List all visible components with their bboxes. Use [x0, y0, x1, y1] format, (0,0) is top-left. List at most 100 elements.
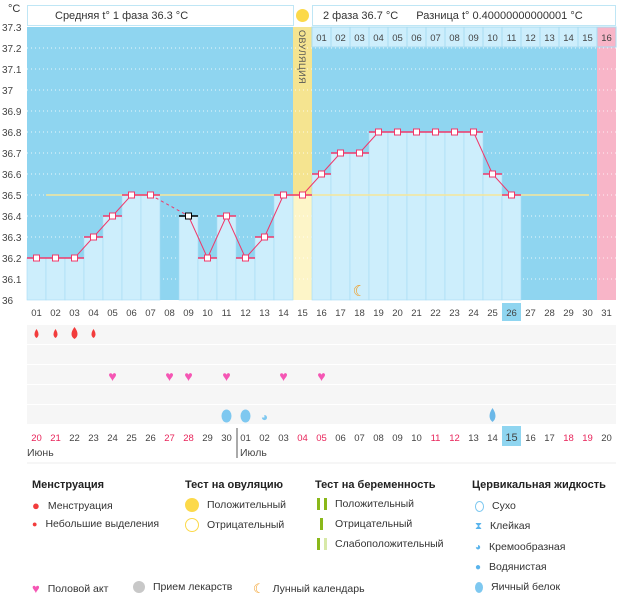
temperature-bar: [197, 257, 218, 301]
circle-filled-icon: [185, 498, 199, 512]
cycle-day-label: 10: [202, 308, 213, 319]
ovulation-sun-icon: [296, 9, 309, 22]
cycle-day-label: 12: [240, 308, 251, 319]
legend-item: Кремообразная: [489, 541, 566, 553]
small-drop-icon: ●: [32, 519, 38, 529]
date-label: 13: [468, 433, 479, 444]
cycle-day-label: 22: [430, 308, 441, 319]
date-label: 21: [50, 433, 61, 444]
cycle-day-label: 23: [449, 308, 460, 319]
y-tick-label: 36.5: [2, 191, 22, 202]
temperature-bar: [178, 215, 199, 301]
temperature-point: [451, 128, 458, 136]
cycle-day-label: 06: [126, 308, 137, 319]
temperature-bar: [45, 257, 66, 301]
creamy-icon: ◕: [475, 541, 482, 553]
temperature-point: [223, 212, 230, 220]
cycle-day-label: 17: [335, 308, 346, 319]
cycle-day-label: 16: [316, 308, 327, 319]
temperature-line: [207, 215, 227, 259]
y-tick-label: 37: [2, 86, 14, 97]
pill-icon: [133, 581, 145, 593]
phase2-day-cell: [596, 26, 617, 48]
heart-icon: ♥: [184, 368, 192, 384]
temperature-point: [109, 212, 116, 220]
spotting-drop-icon: [53, 329, 58, 338]
heart-icon: ♥: [279, 368, 287, 384]
temperature-point: [280, 191, 287, 199]
date-label: 28: [183, 433, 194, 444]
moon-icon: ☾: [353, 283, 366, 300]
legend-item: Отрицательный: [207, 519, 285, 531]
heart-icon: ♥: [32, 581, 40, 596]
temperature-bar: [102, 215, 123, 301]
cycle-day-label: 21: [411, 308, 422, 319]
egg-white-icon: [240, 409, 251, 423]
date-label: 20: [31, 433, 42, 444]
legend-item: Положительный: [207, 499, 287, 511]
phase2-day-label: 13: [544, 33, 555, 44]
date-label: 10: [411, 433, 422, 444]
phase2-day-label: 09: [468, 33, 479, 44]
date-label: 02: [259, 433, 270, 444]
date-label: 14: [487, 433, 498, 444]
temperature-point: [242, 254, 249, 262]
legend-item: Прием лекарств: [153, 581, 233, 593]
y-tick-label: 36.2: [2, 254, 22, 265]
temperature-bar: [254, 236, 275, 301]
symbol-row: [27, 385, 616, 404]
sticky-icon: ⧗: [475, 520, 483, 532]
temperature-point: [356, 149, 363, 157]
temperature-point: [470, 128, 477, 136]
cycle-day-label: 08: [164, 308, 175, 319]
date-label: 18: [563, 433, 574, 444]
date-label: 06: [335, 433, 346, 444]
spotting-drop-icon: [34, 329, 39, 338]
date-label: 16: [525, 433, 536, 444]
legend-item: Отрицательный: [335, 518, 413, 530]
temperature-bar: [330, 152, 351, 301]
phase2-day-label: 02: [335, 33, 346, 44]
spotting-drop-icon: [91, 329, 96, 338]
symbol-row: [27, 325, 616, 344]
temperature-bar: [463, 131, 484, 301]
symbol-row: [27, 365, 616, 384]
creamy-icon: ◕: [261, 410, 268, 424]
cycle-day-label: 28: [544, 308, 555, 319]
moon-icon: ☾: [253, 581, 265, 596]
legend-item: Половой акт: [47, 582, 109, 595]
y-tick-label: 36.9: [2, 107, 22, 118]
bbt-chart: 36 36.1 36.2 36.3 36.4 36.5 36.6 36.7 36.8 36.9 37…: [2, 23, 617, 464]
temperature-bar: [26, 257, 47, 301]
temperature-bar: [482, 173, 503, 301]
y-tick-label: 37.3: [2, 23, 22, 34]
date-label: 19: [582, 433, 593, 444]
cycle-day-label: 07: [145, 308, 156, 319]
phase2-average: 2 фаза 36.7 °C: [323, 9, 399, 22]
date-label: 24: [107, 433, 118, 444]
temperature-point: [432, 128, 439, 136]
temperature-point: [318, 170, 325, 178]
cycle-day-label: 05: [107, 308, 118, 319]
date-label: 25: [126, 433, 137, 444]
temperature-line: [188, 215, 208, 259]
phase2-day-label: 07: [430, 33, 441, 44]
date-label: 23: [88, 433, 99, 444]
temperature-point: [489, 170, 496, 178]
cycle-day-label: 24: [468, 308, 479, 319]
date-label: 20: [601, 433, 612, 444]
current-day-highlight: [502, 303, 521, 321]
two-lines-icon: [317, 498, 327, 510]
legend-item: Небольшие выделения: [45, 518, 160, 530]
cycle-day-label: 30: [582, 308, 593, 319]
date-label: 30: [221, 433, 232, 444]
date-label: 07: [354, 433, 365, 444]
cycle-day-label: 04: [88, 308, 99, 319]
cycle-day-label: 20: [392, 308, 403, 319]
temperature-point: [185, 212, 192, 220]
phase2-day-label: 06: [411, 33, 422, 44]
circle-empty-icon: [185, 518, 199, 532]
date-label: 11: [431, 433, 441, 444]
heart-icon: ♥: [222, 368, 230, 384]
cycle-day-label: 01: [31, 308, 42, 319]
